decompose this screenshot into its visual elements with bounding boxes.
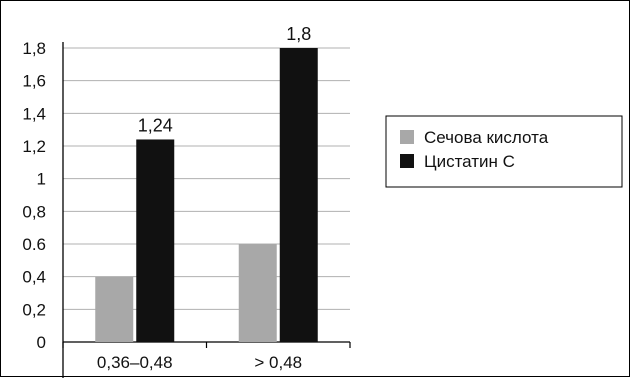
bars bbox=[95, 48, 318, 342]
y-tick-label: 1,8 bbox=[22, 39, 46, 58]
bar-cystatin-c bbox=[136, 139, 175, 342]
y-tick-label: 1,4 bbox=[22, 104, 46, 123]
y-tick-label: 1,2 bbox=[22, 137, 46, 156]
bar-cystatin-c bbox=[279, 48, 318, 342]
data-labels: 1,24 1,8 bbox=[138, 24, 312, 135]
y-tick-label: 0 bbox=[37, 333, 46, 352]
axes: 0 0,2 0,4 0.6 0,8 1 1,2 1,4 1,6 1,8 0,36–0,48 > 0,4… bbox=[22, 39, 351, 378]
legend-box bbox=[385, 115, 623, 188]
legend-label: Цистатин С bbox=[424, 152, 515, 171]
legend-swatch bbox=[400, 130, 414, 144]
bar-uric-acid bbox=[95, 276, 134, 342]
y-tick-label: 0.6 bbox=[22, 235, 46, 254]
y-tick-label: 0,8 bbox=[22, 202, 46, 221]
bar-uric-acid bbox=[238, 244, 277, 342]
legend-label: Сечова кислота bbox=[424, 128, 549, 147]
x-tick-label: > 0,48 bbox=[254, 353, 302, 372]
y-tick-label: 1,6 bbox=[22, 72, 46, 91]
legend-swatch bbox=[400, 154, 414, 168]
y-tick-label: 0,2 bbox=[22, 300, 46, 319]
data-label: 1,24 bbox=[138, 115, 173, 135]
y-tick-label: 0,4 bbox=[22, 268, 46, 287]
x-tick-label: 0,36–0,48 bbox=[97, 353, 173, 372]
data-label: 1,8 bbox=[286, 24, 311, 44]
legend: Сечова кислота Цистатин С bbox=[385, 115, 623, 188]
y-tick-label: 1 bbox=[37, 170, 46, 189]
